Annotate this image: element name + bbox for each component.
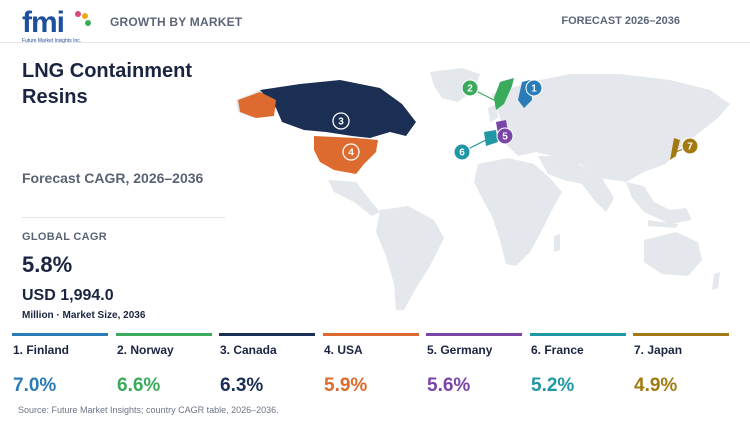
usa-shape — [314, 136, 378, 174]
country-cagr-value: 5.9% — [324, 375, 368, 396]
divider — [22, 217, 225, 218]
marker-circle — [496, 127, 514, 145]
norway-shape — [494, 78, 514, 110]
country-cell-usa: 4. USA 5.9% — [323, 333, 419, 401]
country-cell-finland: 1. Finland 7.0% — [12, 333, 108, 401]
country-cell-japan: 7. Japan 4.9% — [633, 333, 729, 401]
marker-circle — [453, 143, 471, 161]
country-name: 7. Japan — [634, 343, 683, 357]
country-cagr-value: 6.6% — [117, 375, 161, 396]
madagascar-shape — [554, 234, 560, 252]
global-cagr-label: GLOBAL CAGR — [22, 231, 107, 243]
header-bar: fmi Future Market Insights Inc. GROWTH B… — [0, 0, 750, 44]
market-size-value: USD 1,994.0 — [22, 287, 114, 304]
country-color-bar — [116, 333, 212, 336]
header-growth-label: GROWTH BY MARKET — [110, 15, 243, 29]
svg-text:fmi: fmi — [22, 6, 64, 39]
southeast-asia-shape — [626, 182, 692, 224]
usa-alaska-shape — [238, 92, 276, 118]
marker-norway: 2 — [461, 79, 479, 97]
world-map: 1 2 3 4 5 6 7 — [230, 60, 750, 320]
country-name: 2. Norway — [117, 343, 174, 357]
canada-shape — [260, 80, 416, 138]
header-forecast-label: FORECAST 2026–2036 — [561, 15, 680, 27]
country-color-bar — [323, 333, 419, 336]
country-cagr-strip: 1. Finland 7.0% 2. Norway 6.6% 3. Canada… — [12, 333, 736, 403]
country-cagr-value: 7.0% — [13, 375, 57, 396]
country-cell-germany: 5. Germany 5.6% — [426, 333, 522, 401]
marker-circle — [525, 79, 543, 97]
south-america-shape — [376, 206, 444, 310]
marker-number: 6 — [459, 148, 465, 159]
svg-text:Future Market Insights Inc.: Future Market Insights Inc. — [22, 38, 81, 44]
japan-shape — [670, 138, 680, 160]
country-cagr-value: 5.6% — [427, 375, 471, 396]
uk-shape — [488, 104, 498, 122]
country-name: 3. Canada — [220, 343, 277, 357]
marker-canada: 3 — [332, 112, 350, 130]
marker-finland: 1 — [525, 79, 543, 97]
land-masses — [236, 68, 730, 310]
indonesia-shape — [648, 220, 678, 228]
marker-circle — [461, 79, 479, 97]
country-color-bar — [530, 333, 626, 336]
country-name: 5. Germany — [427, 343, 493, 357]
marker-number: 4 — [348, 148, 354, 159]
marker-circle — [342, 143, 360, 161]
country-color-bar — [426, 333, 522, 336]
marker-germany: 5 — [496, 127, 514, 145]
chart-subtitle: Forecast CAGR, 2026–2036 — [22, 170, 204, 186]
marker-japan: 7 — [681, 137, 699, 155]
chart-title: LNG Containment Resins — [22, 60, 192, 108]
marker-number: 5 — [502, 132, 508, 143]
marker-number: 7 — [687, 142, 693, 153]
france-shape — [484, 130, 498, 146]
country-color-bar — [633, 333, 729, 336]
eurasia-shape — [492, 74, 730, 182]
country-cell-france: 6. France 5.2% — [530, 333, 626, 401]
new-zealand-shape — [712, 272, 720, 290]
marker-france: 6 — [453, 143, 471, 161]
country-cell-canada: 3. Canada 6.3% — [219, 333, 315, 401]
africa-shape — [474, 158, 562, 266]
marker-number: 2 — [467, 84, 473, 95]
marker-usa: 4 — [342, 143, 360, 161]
country-markers: 1 2 3 4 5 6 7 — [332, 79, 699, 161]
global-cagr-value: 5.8% — [22, 252, 73, 277]
country-cagr-value: 4.9% — [634, 375, 678, 396]
south-asia-shape — [538, 156, 614, 212]
central-america-shape — [328, 180, 380, 216]
country-cell-norway: 2. Norway 6.6% — [116, 333, 212, 401]
country-color-bar — [219, 333, 315, 336]
country-name: 6. France — [531, 343, 584, 357]
marker-circle — [332, 112, 350, 130]
marker-circle — [681, 137, 699, 155]
fmi-logo[interactable]: fmi Future Market Insights Inc. — [22, 6, 94, 44]
marker-number: 3 — [338, 117, 344, 128]
market-size-label: Million · Market Size, 2036 — [22, 310, 146, 321]
country-name: 4. USA — [324, 343, 363, 357]
country-name: 1. Finland — [13, 343, 70, 357]
country-cagr-value: 6.3% — [220, 375, 264, 396]
country-cagr-value: 5.2% — [531, 375, 575, 396]
marker-number: 1 — [531, 84, 537, 95]
country-color-bar — [12, 333, 108, 336]
source-note: Source: Future Market Insights; country … — [18, 405, 279, 415]
australia-shape — [644, 232, 702, 276]
